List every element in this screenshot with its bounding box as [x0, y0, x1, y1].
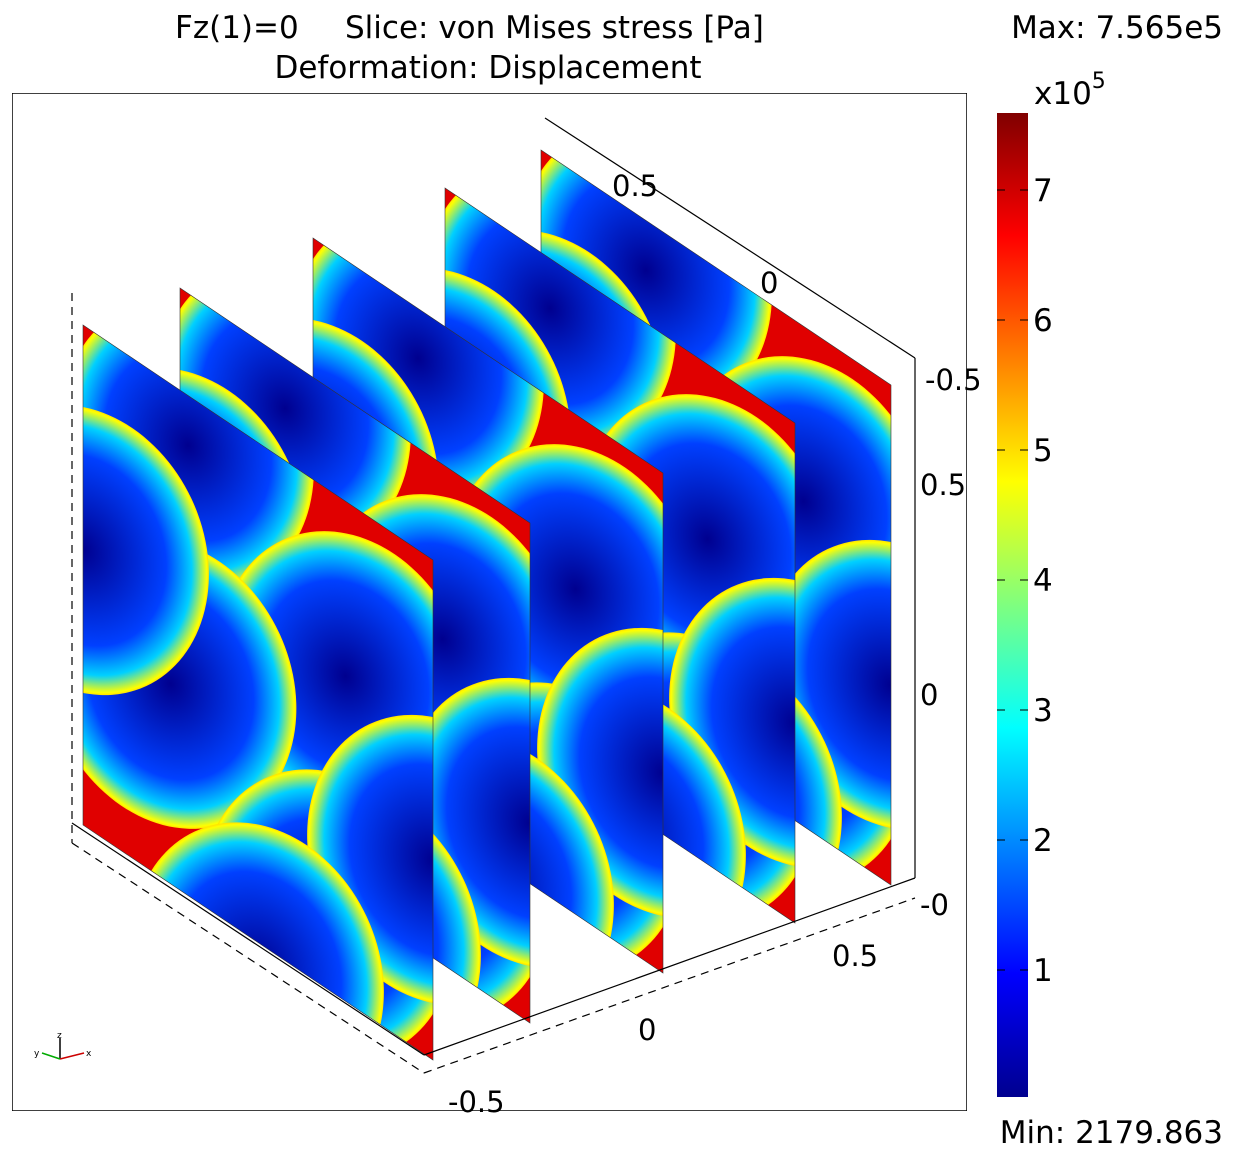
axis-label: -0.5 [925, 363, 982, 397]
triad-label: z [57, 1031, 62, 1041]
colorbar-tick-label: 2 [1033, 823, 1053, 859]
axis-label: 0.5 [612, 169, 658, 203]
colorbar-tick-label: 3 [1033, 693, 1053, 729]
title: Slice: von Mises stress [Pa] [345, 10, 764, 46]
axis-label: 0.5 [920, 468, 966, 502]
axis-label: -0.5 [448, 1085, 505, 1119]
box-edges [71, 117, 916, 1074]
axis-label: 0 [638, 1013, 656, 1047]
triad-label: y [34, 1049, 40, 1059]
axis-label: -0 [920, 888, 949, 922]
title-left: Fz(1)=0 [175, 10, 299, 46]
axis-label: 0.5 [832, 939, 878, 973]
subtitle: Deformation: Displacement [274, 50, 701, 86]
min-label: Min: 2179.863 [1000, 1115, 1223, 1150]
axis-label: 0 [760, 266, 778, 300]
colorbar-tick-label: 5 [1033, 433, 1053, 469]
multiplier-exponent: 5 [1092, 69, 1106, 94]
slice-edge [82, 324, 434, 1061]
axis-label: 0 [920, 678, 938, 712]
max-label: Max: 7.565e5 [1011, 10, 1223, 46]
colorbar-ticks: 1 2 3 4 5 6 7 [997, 173, 1053, 989]
colorbar-tick-label: 6 [1033, 303, 1053, 339]
stress-region [83, 404, 209, 696]
triad [41, 1038, 85, 1060]
multiplier-base: x10 [1034, 76, 1092, 112]
colorbar [997, 113, 1028, 1097]
colorbar-tick-label: 1 [1033, 953, 1053, 989]
colorbar-tick-label: 4 [1033, 563, 1053, 599]
triad-label: x [86, 1049, 92, 1059]
plot-area [12, 93, 967, 1111]
multiplier: x105 [1034, 69, 1106, 112]
colorbar-tick-label: 7 [1033, 173, 1053, 209]
